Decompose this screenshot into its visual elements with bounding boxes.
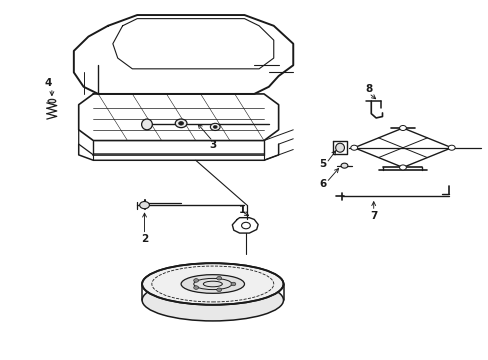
Circle shape [340, 163, 347, 168]
Text: 3: 3 [209, 140, 216, 150]
Text: 7: 7 [369, 211, 377, 221]
Circle shape [399, 126, 406, 131]
Ellipse shape [335, 143, 344, 152]
Ellipse shape [142, 119, 152, 130]
Ellipse shape [142, 279, 283, 321]
Text: 2: 2 [141, 234, 148, 244]
Circle shape [193, 279, 198, 282]
Circle shape [213, 126, 217, 129]
Circle shape [140, 202, 149, 209]
Circle shape [399, 165, 406, 170]
Circle shape [216, 276, 221, 280]
Ellipse shape [48, 99, 56, 103]
Circle shape [210, 123, 220, 131]
Circle shape [178, 122, 183, 125]
Circle shape [216, 288, 221, 292]
Circle shape [175, 119, 186, 128]
Circle shape [350, 145, 357, 150]
Text: 1: 1 [238, 206, 245, 216]
Ellipse shape [181, 275, 244, 293]
Circle shape [447, 145, 454, 150]
Text: 5: 5 [318, 159, 325, 169]
Text: 8: 8 [365, 84, 372, 94]
Text: 4: 4 [45, 78, 52, 88]
Ellipse shape [142, 263, 283, 305]
Circle shape [193, 286, 198, 289]
Circle shape [241, 222, 250, 229]
Circle shape [230, 282, 235, 286]
Text: 6: 6 [318, 179, 325, 189]
